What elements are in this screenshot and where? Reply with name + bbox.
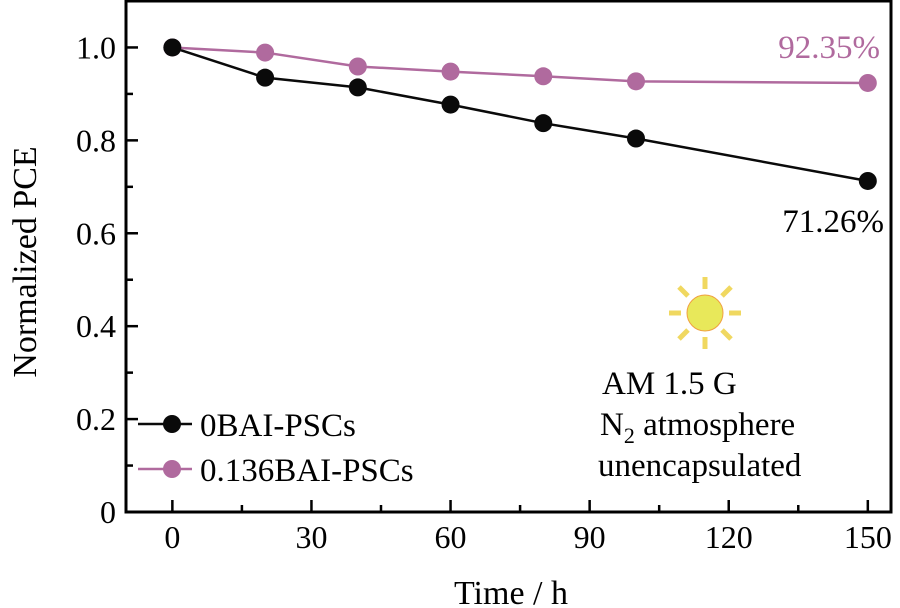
legend-label-0136bai: 0.136BAI-PSCs [200, 453, 414, 489]
x-axis-label: Time / h [454, 575, 568, 608]
data-point-series-1 [256, 43, 275, 62]
y-tick-label: 0.6 [76, 215, 116, 251]
data-point-series-0 [348, 78, 367, 97]
legend-label-0bai: 0BAI-PSCs [200, 408, 356, 444]
y-tick-label: 0.2 [76, 401, 116, 437]
n2-symbol: N [600, 407, 624, 443]
data-point-series-1 [348, 57, 367, 76]
series-line-0 [171, 46, 869, 183]
data-point-series-1 [627, 72, 645, 91]
data-point-series-0 [627, 129, 645, 148]
condition-n2-atmosphere: N2 atmosphere [600, 407, 795, 448]
y-tick-label: 0 [100, 494, 116, 530]
legend-marker-0136bai [163, 460, 181, 478]
x-tick-label: 0 [164, 519, 180, 555]
y-tick-label: 0.4 [76, 308, 116, 344]
legend: 0BAI-PSCs 0.136BAI-PSCs [138, 408, 414, 489]
annotation-black-end: 71.26% [782, 204, 884, 240]
sun-icon [669, 277, 741, 349]
plot-frame [124, 0, 893, 514]
x-tick-label: 30 [295, 519, 327, 555]
x-tick-label: 90 [574, 519, 606, 555]
y-tick-label: 0.8 [76, 122, 116, 158]
data-point-series-0 [858, 171, 877, 190]
data-point-series-0 [163, 38, 182, 57]
atmosphere-text: atmosphere [635, 407, 795, 443]
n2-subscript: 2 [624, 423, 635, 448]
condition-am15g: AM 1.5 G [602, 366, 737, 402]
data-point-series-1 [534, 67, 553, 86]
x-tick-label: 60 [435, 519, 467, 555]
x-tick-label: 150 [844, 519, 892, 555]
y-axis-label: Normalized PCE [7, 146, 44, 377]
x-tick-label: 120 [705, 519, 753, 555]
data-point-series-1 [858, 73, 877, 92]
annotation-pink-end: 92.35% [778, 30, 880, 66]
legend-marker-0bai [163, 415, 181, 433]
data-point-series-0 [256, 68, 275, 87]
condition-unencapsulated: unencapsulated [598, 448, 802, 484]
data-point-series-0 [534, 114, 553, 133]
plot-area: 0 30 60 90 120 150 0 0.2 0.4 0.6 0.8 1.0 [76, 0, 893, 555]
y-tick-label: 1.0 [76, 29, 116, 65]
data-point-series-0 [441, 95, 460, 114]
data-point-series-1 [441, 62, 460, 81]
